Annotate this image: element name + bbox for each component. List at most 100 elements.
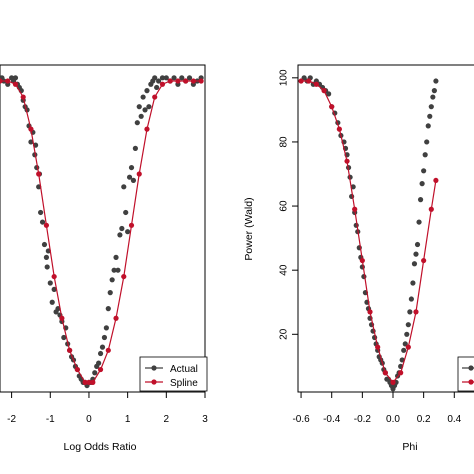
right-spline-point	[428, 206, 434, 212]
right-actual-point	[326, 91, 332, 97]
right-legend-spline-marker	[468, 379, 474, 385]
left-spline-point	[190, 78, 196, 84]
left-actual-point	[123, 209, 129, 216]
right-actual-point	[433, 78, 439, 84]
left-legend-actual-marker	[151, 365, 157, 371]
left-x-tick-label: 2	[164, 414, 170, 425]
left-spline-point	[0, 78, 3, 84]
left-x-tick-label: 1	[125, 414, 131, 425]
right-x-tick-label: -0.4	[323, 414, 341, 425]
left-actual-point	[144, 88, 150, 94]
right-x-tick-label: 0.4	[447, 414, 461, 425]
left-actual-point	[159, 75, 166, 81]
right-actual-point	[401, 347, 407, 353]
right-legend-box	[457, 356, 474, 392]
right-actual-point	[408, 296, 414, 302]
left-spline-line	[0, 80, 202, 383]
right-actual-point	[410, 280, 416, 286]
left-actual-point	[113, 254, 119, 260]
right-y-tick-label: 100	[279, 69, 290, 86]
right-spline-point	[421, 257, 427, 264]
left-actual-point	[96, 360, 102, 366]
left-spline-point	[59, 315, 65, 321]
right-actual-point	[413, 251, 419, 257]
right-y-axis-title: Power (Wald)	[243, 197, 255, 260]
left-spline-point	[136, 171, 142, 177]
left-spline-point	[128, 222, 135, 228]
left-spline-point	[121, 273, 127, 280]
left-actual-point	[51, 286, 57, 293]
left-legend: Actual Spline	[139, 356, 208, 392]
right-y-tick-label: 40	[279, 264, 290, 276]
left-actual-point	[186, 75, 193, 81]
right-spline-point	[413, 309, 419, 315]
left-series-layer	[0, 75, 204, 389]
left-spline-point	[82, 379, 88, 385]
right-spline-point	[433, 177, 439, 184]
left-spline-point	[159, 81, 166, 87]
left-actual-point	[101, 334, 108, 341]
left-actual-point	[115, 267, 121, 273]
right-actual-point	[419, 181, 425, 187]
left-actual-point	[132, 145, 138, 151]
left-actual-point	[179, 75, 185, 81]
right-spline-point	[405, 344, 411, 350]
right-spline-point	[298, 78, 304, 84]
left-spline-point	[5, 78, 11, 84]
right-x-tick-label: 0.0	[386, 414, 400, 425]
left-x-tick-label: 0	[86, 414, 92, 425]
right-spline-point	[344, 158, 350, 164]
left-actual-point	[99, 344, 106, 350]
left-x-tick-label: 3	[202, 414, 208, 425]
right-actual-point	[424, 139, 430, 145]
right-x-axis: -0.6 -0.4 -0.2 0.0 0.2 0.4	[292, 392, 462, 425]
left-actual-point	[138, 113, 144, 119]
left-actual-point	[47, 280, 53, 286]
left-spline-point	[152, 94, 158, 100]
left-x-axis: -2 -1 0 1 2 3	[7, 392, 208, 425]
left-spline-point	[105, 347, 111, 353]
right-spline-point	[390, 379, 396, 385]
right-y-tick-label: 60	[279, 200, 290, 212]
left-spline-point	[183, 78, 189, 84]
left-actual-point	[134, 120, 140, 126]
right-spline-point	[359, 257, 365, 264]
left-actual-point	[119, 225, 125, 232]
left-actual-point	[128, 164, 135, 171]
left-spline-point	[90, 379, 96, 385]
left-plot-frame	[0, 64, 206, 393]
left-spline-point	[86, 379, 92, 385]
left-actual-point	[117, 232, 123, 238]
left-spline-point	[144, 126, 150, 132]
right-x-tick-label: 0.2	[417, 414, 431, 425]
left-actual-point	[38, 209, 44, 216]
right-spline-point	[367, 309, 373, 315]
right-actual-point	[405, 322, 411, 328]
left-x-tick-label: -1	[46, 414, 55, 425]
left-actual-point	[109, 277, 115, 283]
left-legend-actual-label: Actual	[170, 364, 198, 375]
left-spline-point	[74, 366, 80, 373]
left-spline-point	[51, 273, 57, 280]
left-actual-point	[111, 267, 117, 273]
right-x-tick-label: -0.2	[354, 414, 372, 425]
left-actual-point	[152, 75, 158, 81]
right-spline-point	[375, 344, 381, 350]
left-spline-point	[28, 126, 34, 132]
left-spline-point	[198, 78, 204, 84]
left-actual-point	[130, 177, 137, 184]
left-actual-point	[146, 104, 152, 110]
right-actual-point	[422, 152, 428, 158]
left-actual-point	[163, 75, 169, 81]
right-actual-point	[416, 219, 422, 225]
left-actual-point	[140, 94, 146, 100]
left-x-tick-label: -2	[7, 414, 16, 425]
left-spline-point	[12, 81, 19, 87]
right-x-tick-label: -0.6	[292, 414, 310, 425]
right-series-layer	[298, 75, 439, 392]
right-actual-point	[414, 241, 421, 248]
right-actual-point	[425, 123, 431, 129]
right-spline-point	[398, 370, 404, 376]
left-actual-point	[105, 306, 111, 312]
